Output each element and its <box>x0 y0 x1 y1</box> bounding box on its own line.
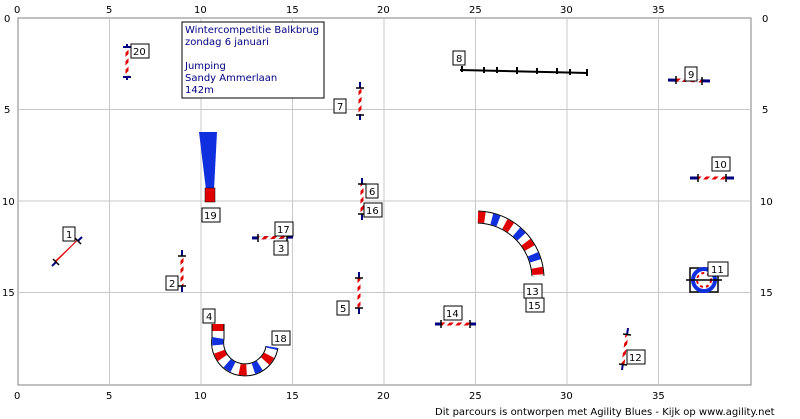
y-tick-label: 5 <box>762 105 768 116</box>
svg-text:12: 12 <box>629 353 642 364</box>
course-date: zondag 6 januari <box>185 37 269 48</box>
svg-text:9: 9 <box>688 70 694 81</box>
svg-text:15: 15 <box>528 301 541 312</box>
y-tick-label: 15 <box>2 288 15 299</box>
hurdle-7 <box>356 82 364 120</box>
x-tick-label: 15 <box>286 5 299 16</box>
svg-text:4: 4 <box>206 312 212 323</box>
svg-text:18: 18 <box>274 334 287 345</box>
x-tick-label: 15 <box>286 391 299 402</box>
x-tick-label: 5 <box>106 391 112 402</box>
label-20: 20 <box>130 43 150 59</box>
svg-text:7: 7 <box>337 102 343 113</box>
svg-text:16: 16 <box>366 206 379 217</box>
label-14: 14 <box>443 305 463 321</box>
tunnel-13-15 <box>477 210 545 277</box>
x-tick-label: 20 <box>377 5 390 16</box>
course-length: 142m <box>185 85 214 96</box>
svg-text:13: 13 <box>526 287 539 298</box>
hurdle-1 <box>51 236 83 267</box>
svg-text:20: 20 <box>133 47 146 58</box>
wall-8 <box>459 66 589 76</box>
hurdle-12 <box>618 327 632 371</box>
course-info-box: Wintercompetitie Balkbrug zondag 6 janua… <box>181 21 325 99</box>
svg-text:6: 6 <box>369 187 375 198</box>
x-tick-label: 35 <box>652 5 665 16</box>
svg-text:19: 19 <box>204 211 217 222</box>
x-tick-label: 25 <box>469 391 482 402</box>
svg-text:5: 5 <box>340 304 346 315</box>
course-judge: Sandy Ammerlaan <box>185 73 277 84</box>
label-6: 6 <box>365 183 379 199</box>
svg-text:3: 3 <box>278 244 284 255</box>
label-1: 1 <box>62 226 76 242</box>
label-2: 2 <box>165 275 179 291</box>
hurdle-2 <box>178 250 186 292</box>
x-tick-label: 20 <box>377 391 390 402</box>
x-tick-label: 10 <box>194 5 207 16</box>
label-9: 9 <box>684 66 698 82</box>
x-axis-bottom: 0 5 10 15 20 25 30 35 <box>14 391 665 402</box>
label-3: 3 <box>273 240 289 256</box>
y-axis-left: 0 5 10 15 <box>2 14 15 299</box>
x-tick-label: 10 <box>194 391 207 402</box>
label-17: 17 <box>274 221 294 237</box>
x-tick-label: 0 <box>14 5 20 16</box>
label-7: 7 <box>333 98 347 114</box>
hurdle-5 <box>355 272 363 314</box>
label-11: 11 <box>707 261 729 277</box>
y-axis-right: 0 5 10 15 <box>760 14 773 299</box>
svg-text:14: 14 <box>446 309 459 320</box>
footer-credit: Dit parcours is ontworpen met Agility Bl… <box>435 407 775 418</box>
chute-19 <box>199 132 217 203</box>
hurdle-20 <box>123 44 131 80</box>
y-tick-label: 0 <box>4 14 10 25</box>
hurdle-14 <box>435 320 476 328</box>
y-tick-label: 10 <box>760 197 773 208</box>
svg-text:17: 17 <box>277 225 290 236</box>
hurdle-17-3 <box>251 233 294 242</box>
label-4: 4 <box>202 308 216 324</box>
hurdle-10 <box>690 174 734 182</box>
svg-text:11: 11 <box>711 265 724 276</box>
course-class: Jumping <box>184 61 226 72</box>
svg-text:10: 10 <box>714 160 727 171</box>
label-13: 13 <box>523 283 543 299</box>
y-tick-label: 5 <box>4 105 10 116</box>
course-title: Wintercompetitie Balkbrug <box>185 25 319 36</box>
x-tick-label: 30 <box>560 391 573 402</box>
label-16: 16 <box>363 202 383 218</box>
obstacle-labels: 20 8 9 7 10 6 16 19 1 17 3 11 2 13 15 5 … <box>62 43 731 365</box>
y-tick-label: 10 <box>2 197 15 208</box>
x-tick-label: 30 <box>560 5 573 16</box>
label-5: 5 <box>336 300 350 316</box>
x-tick-label: 0 <box>14 391 20 402</box>
tunnel-4-18 <box>211 324 279 377</box>
svg-text:2: 2 <box>169 279 175 290</box>
x-tick-label: 35 <box>652 391 665 402</box>
label-8: 8 <box>452 50 466 66</box>
y-tick-label: 0 <box>762 14 768 25</box>
x-tick-label: 25 <box>469 5 482 16</box>
svg-text:8: 8 <box>456 54 462 65</box>
label-19: 19 <box>201 207 221 223</box>
label-18: 18 <box>271 330 291 346</box>
y-tick-label: 15 <box>760 288 773 299</box>
x-tick-label: 5 <box>106 5 112 16</box>
svg-text:1: 1 <box>66 230 72 241</box>
label-10: 10 <box>711 156 731 172</box>
label-12: 12 <box>626 349 646 365</box>
x-axis-top: 0 5 10 15 20 25 30 35 <box>14 5 665 16</box>
label-15: 15 <box>525 297 545 313</box>
